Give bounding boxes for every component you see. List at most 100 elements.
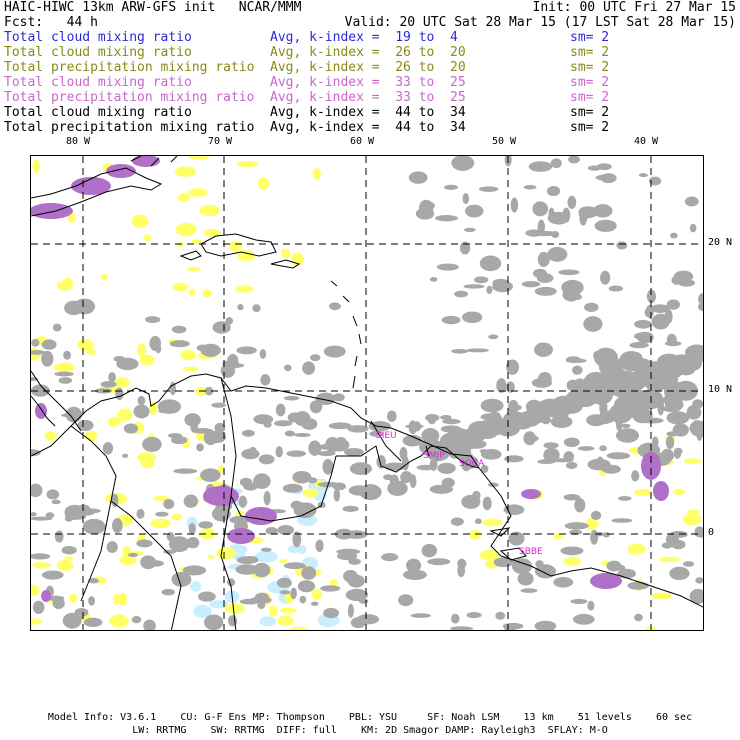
yellow-cloud — [199, 204, 220, 216]
gray-cloud — [347, 425, 369, 433]
yellow-cloud — [32, 562, 51, 569]
precip-patch — [590, 573, 622, 589]
gray-cloud — [594, 219, 617, 232]
gray-cloud — [504, 455, 524, 463]
gray-cloud — [308, 440, 322, 456]
yellow-cloud — [188, 288, 196, 296]
gray-cloud — [689, 588, 703, 604]
yellow-cloud — [171, 513, 183, 521]
gray-cloud — [347, 603, 354, 618]
gray-cloud — [292, 470, 312, 484]
gray-cloud — [133, 404, 150, 419]
gray-cloud — [186, 537, 200, 549]
gray-cloud — [31, 338, 40, 347]
gray-cloud — [299, 595, 307, 604]
gray-cloud — [286, 450, 307, 457]
yellow-cloud — [280, 607, 297, 614]
yellow-cloud — [194, 387, 208, 397]
gray-cloud — [136, 508, 145, 519]
yellow-cloud — [172, 282, 189, 292]
gray-cloud — [122, 453, 129, 458]
yellow-cloud — [137, 452, 157, 463]
precip-patch — [71, 177, 111, 195]
field-sm: sm= 2 — [570, 45, 610, 60]
yellow-cloud — [187, 266, 201, 272]
gray-cloud — [323, 607, 340, 619]
gray-cloud — [618, 564, 626, 572]
gray-cloud — [570, 598, 588, 605]
gray-cloud — [235, 564, 259, 575]
gray-cloud — [606, 560, 622, 572]
gray-cloud — [537, 251, 550, 268]
gray-cloud — [466, 612, 482, 619]
yellow-cloud — [56, 281, 72, 291]
gray-cloud — [670, 232, 678, 239]
gray-cloud — [563, 493, 581, 501]
yellow-cloud — [207, 555, 215, 560]
field-legend-row: Total precipitation mixing ratio Avg, k-i… — [4, 60, 736, 75]
yellow-cloud — [64, 556, 73, 561]
gray-cloud-layer — [31, 156, 703, 630]
gray-cloud — [429, 276, 438, 282]
yellow-cloud — [202, 288, 212, 298]
field-avg: Avg, k-index = 26 to 20 — [270, 60, 466, 75]
gray-cloud — [400, 471, 413, 483]
gray-cloud — [532, 201, 549, 217]
gray-cloud — [528, 161, 553, 172]
gray-cloud — [537, 371, 552, 386]
gray-cloud — [228, 615, 238, 627]
gray-cloud — [260, 547, 272, 552]
yellow-cloud — [122, 546, 132, 559]
precip-patch — [653, 481, 669, 501]
gray-cloud — [695, 577, 703, 584]
gray-cloud — [61, 546, 77, 555]
gray-cloud — [480, 465, 489, 473]
gray-cloud — [136, 539, 153, 548]
gray-cloud — [31, 350, 46, 355]
gray-cloud — [451, 156, 475, 171]
gray-cloud — [650, 304, 670, 313]
gray-cloud — [348, 558, 361, 565]
field-avg: Avg, k-index = 44 to 34 — [270, 120, 466, 135]
gray-cloud — [241, 555, 259, 563]
field-legend-row: Total cloud mixing ratio Avg, k-index = 4… — [4, 105, 736, 120]
yellow-cloud — [56, 560, 74, 571]
cyan-cloud — [254, 550, 278, 563]
gray-cloud — [253, 562, 271, 578]
field-name: Total cloud mixing ratio — [4, 105, 192, 120]
gray-cloud — [627, 581, 649, 590]
yellow-cloud — [117, 408, 133, 421]
gray-cloud — [214, 422, 226, 433]
station-label: SIEU — [376, 431, 397, 441]
gray-cloud — [260, 374, 271, 386]
gray-cloud — [669, 354, 693, 375]
gray-cloud — [102, 441, 114, 455]
gray-cloud — [349, 462, 373, 475]
gray-cloud — [238, 495, 247, 508]
gray-cloud — [450, 517, 464, 526]
gray-cloud — [684, 196, 699, 207]
gray-cloud — [510, 197, 519, 213]
yellow-cloud — [237, 250, 256, 262]
gray-cloud — [211, 402, 227, 408]
gray-cloud — [144, 316, 161, 323]
gray-cloud — [242, 429, 255, 437]
gray-cloud — [464, 227, 476, 233]
gray-cloud — [449, 626, 474, 630]
gray-cloud — [168, 536, 190, 553]
field-name: Total precipitation mixing ratio — [4, 120, 255, 135]
gray-cloud — [436, 263, 459, 271]
gray-cloud — [408, 171, 428, 184]
gray-cloud — [534, 620, 557, 630]
latitude-label: 20 N — [708, 237, 733, 248]
gray-cloud — [587, 600, 595, 611]
yellow-cloud — [312, 168, 321, 180]
gray-cloud — [416, 464, 435, 471]
gray-cloud — [595, 174, 614, 181]
gray-cloud — [427, 414, 437, 425]
field-legend-row: Total cloud mixing ratio Avg, k-index = 3… — [4, 75, 736, 90]
gray-cloud — [419, 199, 434, 216]
gray-cloud — [567, 195, 577, 209]
yellow-cloud — [153, 495, 170, 502]
gray-cloud — [674, 447, 683, 455]
